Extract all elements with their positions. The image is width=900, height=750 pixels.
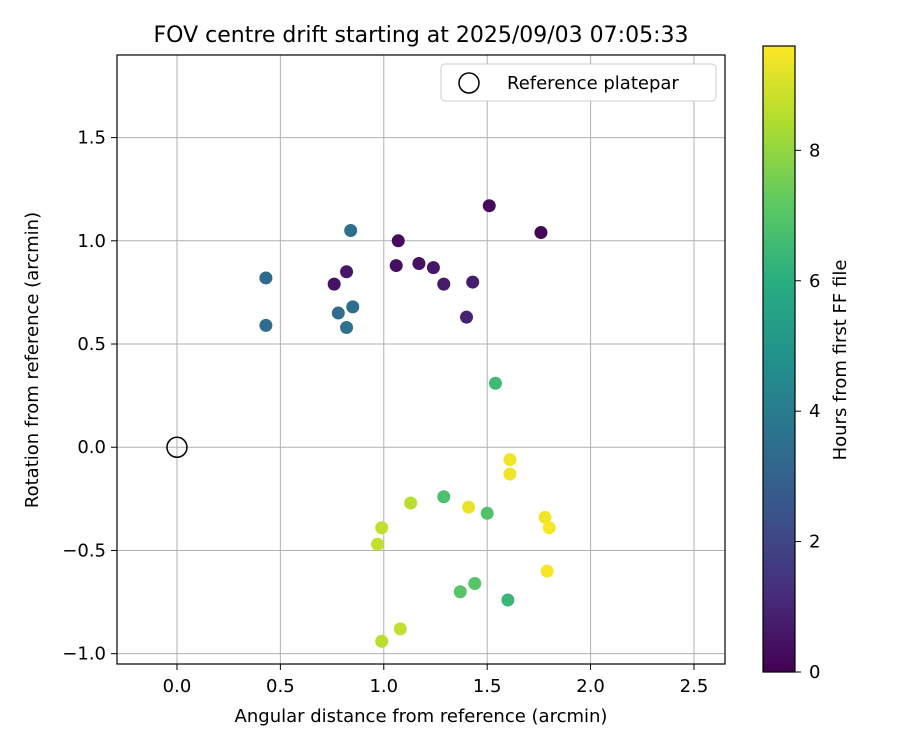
colorbar-tick-label: 4 xyxy=(809,401,820,422)
legend-entry-label: Reference platepar xyxy=(507,73,679,94)
data-points xyxy=(259,199,556,648)
x-tick-label: 0.5 xyxy=(266,676,295,697)
data-point xyxy=(391,234,405,248)
data-point xyxy=(437,277,451,291)
data-point xyxy=(503,467,517,481)
data-point xyxy=(404,496,418,510)
data-point xyxy=(393,622,407,636)
data-point xyxy=(340,265,354,279)
colorbar-tick-label: 0 xyxy=(809,662,820,683)
data-point xyxy=(459,310,473,324)
y-tick-label: −0.5 xyxy=(62,540,106,561)
data-point xyxy=(375,521,389,535)
data-point xyxy=(540,564,554,578)
y-tick-label: 1.5 xyxy=(77,128,106,149)
plot-background xyxy=(117,55,725,664)
y-axis-label: Rotation from reference (arcmin) xyxy=(22,212,43,508)
x-tick-label: 1.0 xyxy=(369,676,398,697)
data-point xyxy=(462,500,476,514)
colorbar-label: Hours from first FF file xyxy=(830,260,851,461)
colorbar-ticks: 0 2 4 6 8 xyxy=(795,140,820,683)
data-point xyxy=(437,490,451,504)
data-point xyxy=(412,257,426,271)
reference-marker-group xyxy=(166,436,188,458)
colorbar-tick-label: 6 xyxy=(809,271,820,292)
colorbar: 0 2 4 6 8 Hours from first FF file xyxy=(762,45,851,683)
legend: Reference platepar xyxy=(440,63,717,102)
x-tick-label: 1.5 xyxy=(473,676,502,697)
data-point xyxy=(466,275,480,289)
x-tick-label: 2.5 xyxy=(680,676,709,697)
chart-title: FOV centre drift starting at 2025/09/03 … xyxy=(154,23,689,48)
y-tick-label: 0.5 xyxy=(77,334,106,355)
data-point xyxy=(259,318,273,332)
data-point xyxy=(468,576,482,590)
x-tick-label: 0.0 xyxy=(163,676,192,697)
plot-frame xyxy=(116,54,726,665)
data-point xyxy=(538,510,552,524)
legend-box xyxy=(440,63,717,102)
data-point xyxy=(331,306,345,320)
data-point xyxy=(327,277,341,291)
data-point xyxy=(371,537,385,551)
x-tick-label: 2.0 xyxy=(576,676,605,697)
data-point xyxy=(488,376,502,390)
data-point xyxy=(344,223,358,237)
y-tick-label: −1.0 xyxy=(62,644,106,665)
data-point xyxy=(482,199,496,213)
plot-area xyxy=(116,54,726,665)
data-point xyxy=(340,321,354,335)
colorbar-tick-label: 8 xyxy=(809,140,820,161)
data-point xyxy=(503,453,517,467)
data-point xyxy=(453,585,467,599)
legend-marker-icon xyxy=(458,72,480,94)
y-axis-ticks: −1.0 −0.5 0.0 0.5 1.0 1.5 xyxy=(62,128,117,665)
data-point xyxy=(259,271,273,285)
x-axis-label: Angular distance from reference (arcmin) xyxy=(235,706,608,727)
data-point xyxy=(375,634,389,648)
data-point xyxy=(534,226,548,240)
data-point xyxy=(480,506,494,520)
reference-platepar-marker xyxy=(166,436,188,458)
grid xyxy=(117,55,725,664)
y-tick-label: 0.0 xyxy=(77,437,106,458)
data-point xyxy=(501,593,515,607)
colorbar-tick-label: 2 xyxy=(809,532,820,553)
x-axis-ticks: 0.0 0.5 1.0 1.5 2.0 2.5 xyxy=(163,664,709,697)
data-point xyxy=(389,259,403,273)
colorbar-gradient xyxy=(762,45,796,673)
data-point xyxy=(346,300,360,314)
y-tick-label: 1.0 xyxy=(77,231,106,252)
data-point xyxy=(542,521,556,535)
data-point xyxy=(426,261,440,275)
